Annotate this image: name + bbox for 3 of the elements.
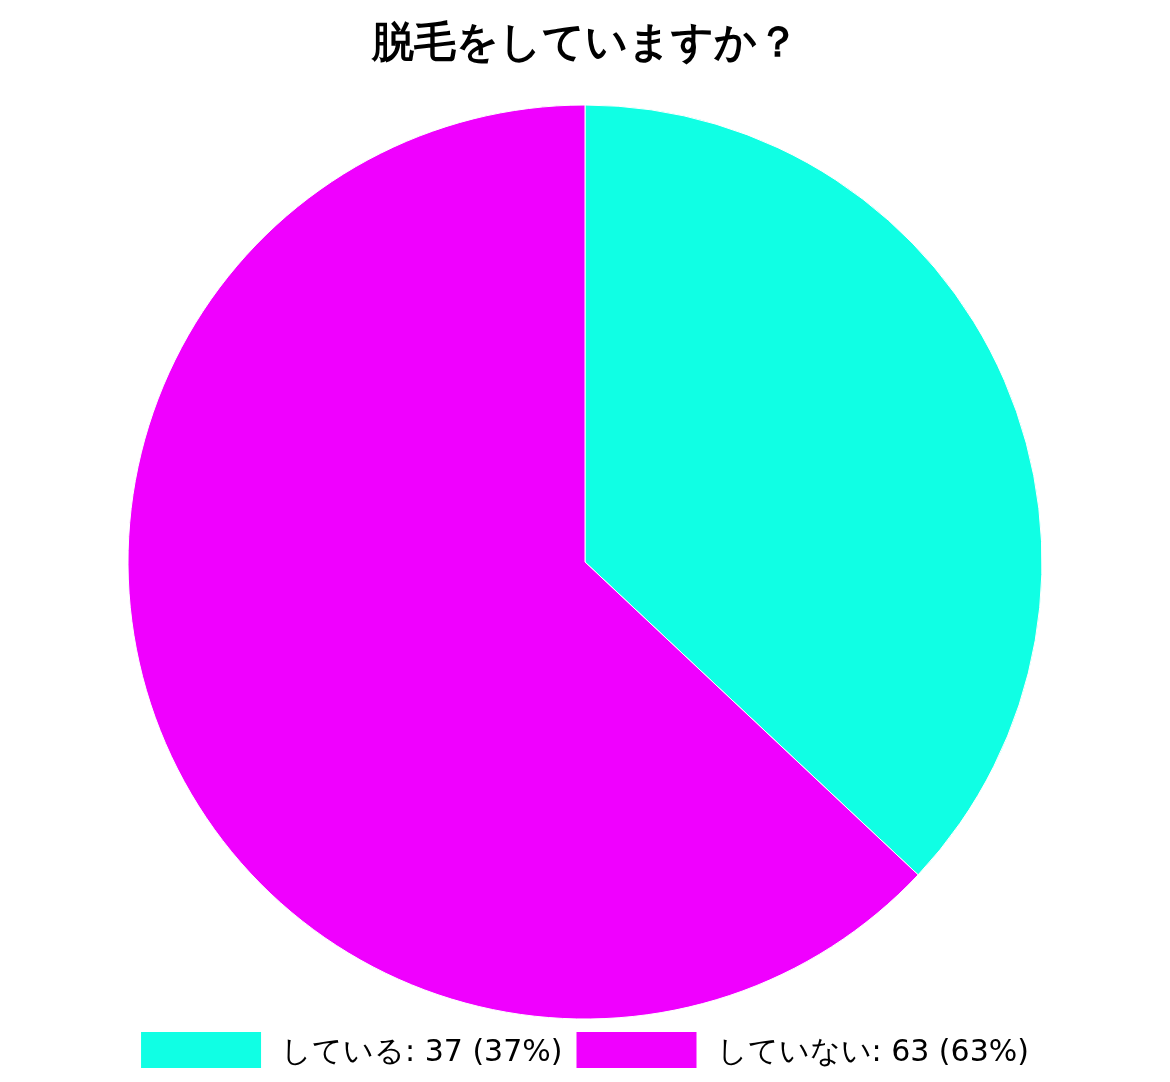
- legend-label: している: 37 (37%): [281, 1033, 563, 1068]
- legend-label: していない: 63 (63%): [716, 1033, 1029, 1068]
- chart-title: 脱毛をしていますか？: [370, 17, 799, 66]
